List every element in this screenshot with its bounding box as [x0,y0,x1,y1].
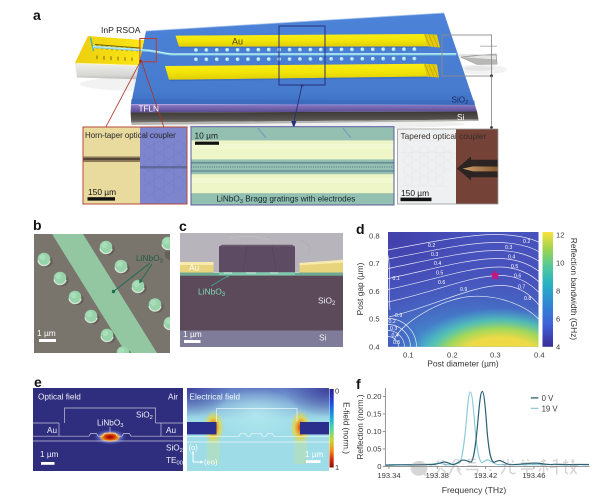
svg-text:12: 12 [556,231,564,240]
svg-text:10 µm: 10 µm [195,131,218,141]
svg-text:1 µm: 1 µm [183,329,202,339]
svg-text:Reflection bandwidth (GHz): Reflection bandwidth (GHz) [569,238,579,341]
svg-text:Au: Au [166,426,176,435]
svg-text:LiNbO3: LiNbO3 [97,419,123,430]
svg-text:0.4: 0.4 [392,333,399,339]
svg-text:1 µm: 1 µm [40,450,59,459]
svg-text:0.4: 0.4 [434,261,441,267]
svg-text:0.4: 0.4 [369,343,380,352]
svg-text:193.34: 193.34 [377,471,400,480]
svg-text:LiNbO3: LiNbO3 [198,287,226,299]
svg-text:d: d [356,221,365,237]
svg-text:SiO2: SiO2 [318,296,336,308]
svg-text:150 µm: 150 µm [401,188,429,198]
svg-text:0.4: 0.4 [534,351,545,360]
svg-text:a: a [33,7,41,23]
svg-text:TE00: TE00 [166,456,183,467]
svg-text:0.2: 0.2 [447,351,458,360]
svg-text:SiO2: SiO2 [166,444,183,455]
svg-text:0.10: 0.10 [367,427,382,436]
svg-text:0.3: 0.3 [490,351,501,360]
svg-text:0.7: 0.7 [369,259,380,268]
svg-text:0: 0 [377,462,381,471]
svg-text:0.15: 0.15 [367,410,382,419]
svg-text:Au: Au [189,263,200,273]
svg-text:0.7: 0.7 [518,285,525,291]
svg-text:0.5: 0.5 [369,315,380,324]
svg-text:19 V: 19 V [542,404,559,413]
svg-text:f: f [356,376,361,392]
svg-text:1: 1 [335,463,339,472]
svg-text:Frequency (THz): Frequency (THz) [442,485,507,495]
svg-text:150 µm: 150 µm [88,187,116,197]
svg-text:SiO2: SiO2 [452,96,469,107]
svg-text:0.3: 0.3 [390,326,397,332]
svg-text:0.8: 0.8 [369,231,380,240]
svg-text:Post diameter (µm): Post diameter (µm) [427,359,499,369]
svg-text:0.5: 0.5 [436,271,443,277]
svg-text:1 µm: 1 µm [305,450,324,459]
svg-text:Horn-taper optical coupler: Horn-taper optical coupler [85,131,176,140]
svg-text:Si: Si [457,113,464,122]
svg-text:LiNbO3: LiNbO3 [136,253,163,265]
svg-text:0.05: 0.05 [367,445,382,454]
svg-text:E-field (norm.): E-field (norm.) [341,402,350,454]
svg-text:Si: Si [319,333,327,343]
svg-text:1 µm: 1 µm [37,328,56,338]
svg-text:193.38: 193.38 [426,471,449,480]
svg-text:0.6: 0.6 [514,274,521,280]
svg-text:TFLN: TFLN [139,105,160,114]
svg-text:4: 4 [556,343,560,352]
svg-text:0.9: 0.9 [460,287,467,293]
svg-text:0.2: 0.2 [523,239,530,245]
svg-text:(o): (o) [189,443,199,452]
svg-text:Reflection (norm.): Reflection (norm.) [356,394,365,459]
svg-text:0.3: 0.3 [431,252,438,258]
svg-text:0.20: 0.20 [367,392,382,401]
svg-text:Electrical field: Electrical field [190,393,241,402]
svg-text:0.6: 0.6 [369,287,380,296]
svg-text:0.1: 0.1 [393,276,400,282]
svg-text:8: 8 [556,287,560,296]
svg-text:0.6: 0.6 [438,280,445,286]
svg-text:LiNbO3 Bragg gratings with ele: LiNbO3 Bragg gratings with electrodes [217,194,356,205]
svg-text:Tapered optical coupler: Tapered optical coupler [401,131,487,141]
svg-text:0.2: 0.2 [389,319,396,325]
svg-text:10: 10 [556,259,564,268]
svg-text:Optical field: Optical field [38,393,81,402]
svg-text:0.1: 0.1 [403,351,414,360]
svg-text:e: e [34,374,42,390]
svg-text:Air: Air [168,393,178,402]
svg-text:193.42: 193.42 [474,471,497,480]
svg-text:InP RSOA: InP RSOA [101,25,141,35]
svg-text:Post gap (µm): Post gap (µm) [355,262,365,315]
svg-text:0.9: 0.9 [395,313,402,319]
svg-text:SiO2: SiO2 [136,411,153,422]
svg-text:0.8: 0.8 [524,296,531,302]
svg-text:0.3: 0.3 [505,245,512,251]
svg-text:Au: Au [47,426,57,435]
svg-text:6: 6 [556,315,560,324]
svg-text:(eo): (eo) [204,458,218,467]
svg-text:b: b [33,217,42,233]
svg-text:193.46: 193.46 [522,471,545,480]
svg-text:0.2: 0.2 [428,243,435,249]
svg-text:0.5: 0.5 [393,340,400,346]
svg-text:c: c [179,218,187,234]
svg-text:0: 0 [335,387,339,396]
svg-text:0.5: 0.5 [511,264,518,270]
svg-text:Au: Au [232,37,243,47]
svg-text:0 V: 0 V [542,394,555,403]
svg-text:0.4: 0.4 [508,255,515,261]
